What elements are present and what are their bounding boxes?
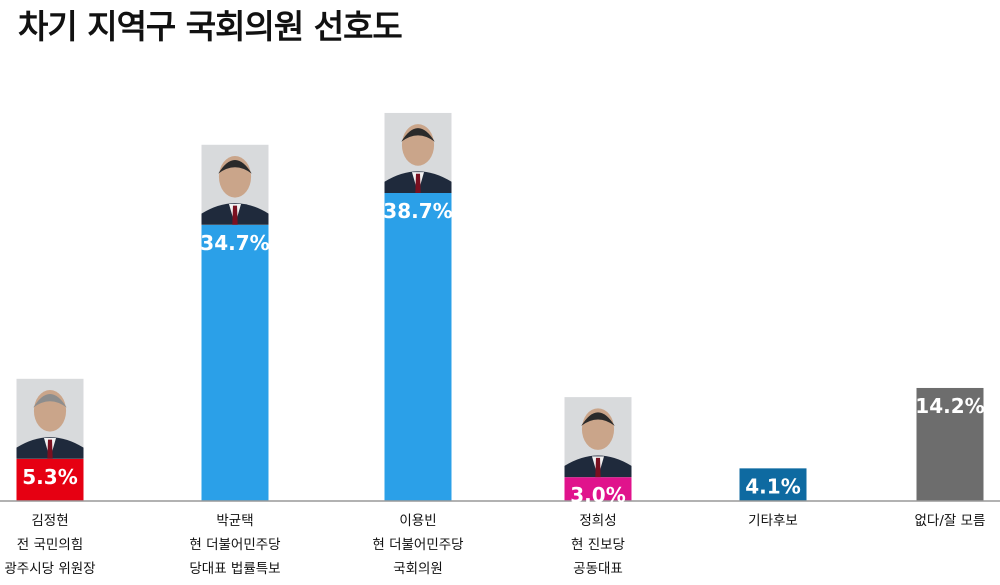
portrait-hair	[581, 412, 615, 426]
category-label: 박균택	[216, 513, 253, 529]
bar	[16, 458, 84, 501]
candidate-photo	[201, 144, 269, 225]
category-label: 기타후보	[748, 513, 798, 529]
value-label: 34.7%	[200, 231, 269, 255]
category-label: 정희성	[579, 513, 616, 529]
category-label: 당대표 법률특보	[189, 561, 280, 577]
category-label: 현 더불어민주당	[372, 537, 463, 553]
bar	[384, 192, 452, 501]
value-label: 4.1%	[745, 474, 800, 498]
category-label: 국회의원	[393, 561, 443, 577]
value-label: 5.3%	[22, 465, 77, 489]
bar	[916, 387, 984, 501]
candidate-photo	[384, 112, 452, 193]
category-label: 없다/잘 모름	[915, 513, 986, 529]
candidate-photo	[16, 378, 84, 459]
category-label: 김정현	[31, 513, 68, 529]
portrait-hair	[401, 128, 435, 142]
portrait-tie	[232, 205, 238, 225]
value-label: 3.0%	[570, 483, 625, 507]
bar	[201, 224, 269, 501]
portrait-hair	[218, 159, 252, 174]
portrait-tie	[47, 439, 53, 459]
category-label: 현 진보당	[571, 537, 625, 553]
value-label: 14.2%	[915, 394, 984, 418]
category-label: 이용빈	[399, 513, 436, 529]
category-label: 현 더불어민주당	[189, 537, 280, 553]
portrait-tie	[595, 457, 601, 478]
value-label: 38.7%	[383, 199, 452, 223]
bar	[739, 468, 807, 501]
category-label: 공동대표	[573, 561, 623, 577]
portrait-tie	[415, 173, 421, 193]
chart-title: 차기 지역구 국회의원 선호도	[18, 7, 403, 46]
category-label: 전 국민의힘	[17, 537, 83, 553]
portrait-hair	[33, 394, 67, 408]
category-label: 광주시당 위원장	[4, 561, 95, 577]
candidate-photo	[564, 397, 632, 478]
bar	[564, 477, 632, 501]
